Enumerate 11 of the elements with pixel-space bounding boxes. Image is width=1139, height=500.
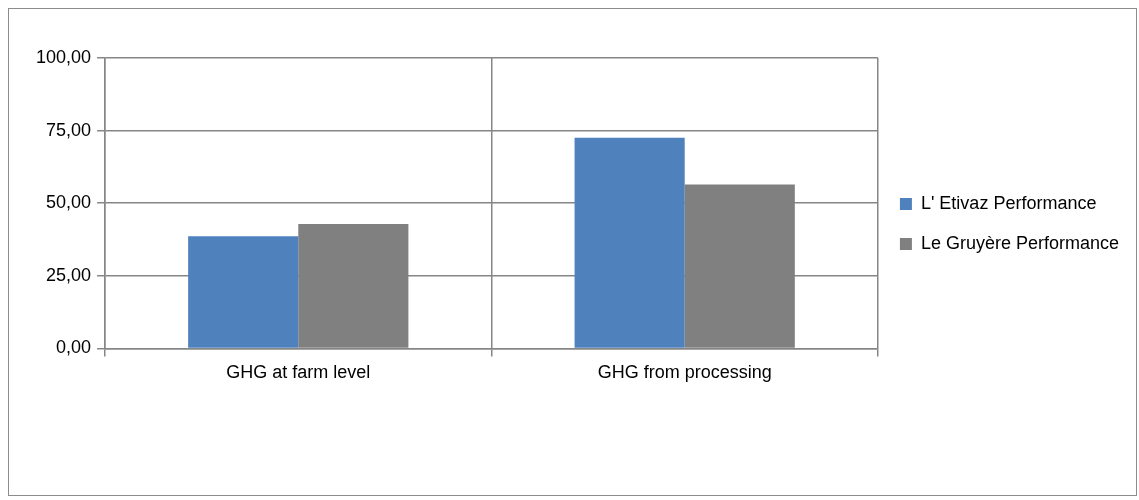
legend-label: Le Gruyère Performance — [920, 232, 1120, 253]
bar — [188, 236, 299, 348]
legend-label: L' Etivaz Performance — [920, 192, 1097, 213]
y-tick-label: 75,00 — [46, 119, 92, 140]
y-tick-label: 25,00 — [46, 264, 92, 285]
bar — [574, 137, 685, 348]
y-tick-label: 100,00 — [35, 46, 92, 67]
y-tick-label: 50,00 — [46, 192, 92, 213]
x-tick-label: GHG from processing — [597, 362, 772, 383]
x-tick-label: GHG at farm level — [226, 362, 371, 383]
y-tick-label: 0,00 — [56, 337, 92, 358]
